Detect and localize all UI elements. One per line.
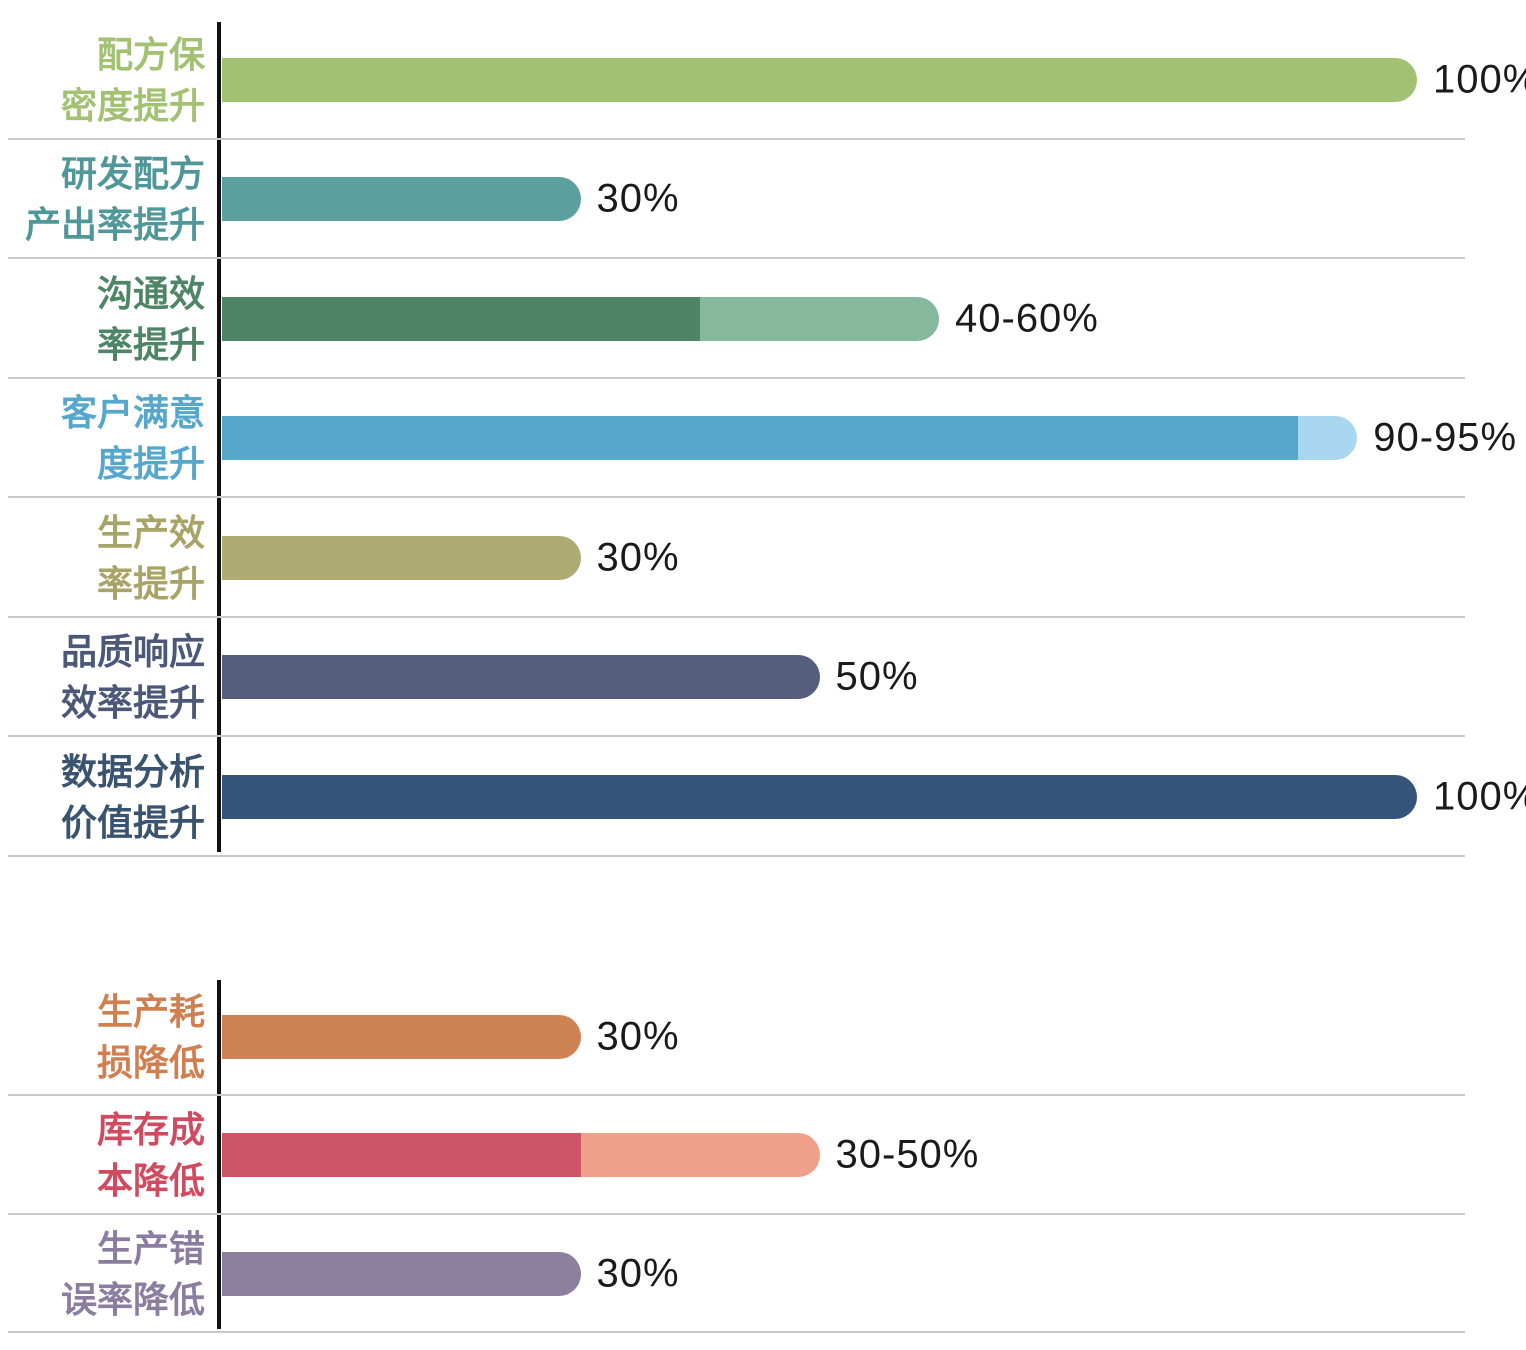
category-label-line: 沟通效 — [96, 272, 205, 314]
category-label-line: 生产错 — [96, 1227, 205, 1269]
bar-row: 生产耗损降低 30% — [0, 978, 1526, 1097]
category-label-line: 产出率提升 — [24, 204, 205, 246]
chart-group-reductions: 生产耗损降低 30% 库存成本降低 30-50% 生产错误率降低 30% — [0, 978, 1526, 1334]
row-separator — [8, 376, 1465, 379]
y-axis-line — [217, 22, 221, 852]
bar-row: 生产错误率降低 30% — [0, 1215, 1526, 1333]
category-label-line: 生产耗 — [96, 991, 205, 1033]
bar-row: 研发配方产出率提升 30% — [0, 140, 1526, 259]
category-label: 生产错误率降低 — [0, 1223, 205, 1325]
bar-main-segment — [222, 1133, 581, 1178]
category-label-line: 数据分析 — [60, 750, 205, 792]
category-label-line: 损降低 — [96, 1042, 205, 1084]
category-label: 品质响应 效率提升 — [0, 626, 205, 728]
category-label-line: 误率降低 — [60, 1278, 205, 1320]
bar-row: 生产效率提升 30% — [0, 498, 1526, 618]
y-axis-line — [217, 980, 221, 1329]
category-label-line: 库存成 — [96, 1109, 205, 1151]
bar-main-segment — [222, 296, 700, 341]
row-separator — [8, 257, 1465, 259]
category-label: 配方保密度提升 — [0, 29, 205, 131]
category-label: 沟通效 率提升 — [0, 268, 205, 370]
bar-range-segment — [222, 296, 939, 341]
category-label-line: 度提升 — [96, 443, 205, 485]
value-label: 90-95% — [1373, 415, 1518, 460]
row-separator — [8, 1094, 1465, 1097]
value-label: 30-50% — [835, 1132, 980, 1177]
category-label-line: 品质响应 — [60, 631, 205, 673]
row-separator — [8, 496, 1465, 498]
category-label-line: 客户满意 — [60, 392, 205, 434]
category-label-line: 价值提升 — [60, 801, 205, 843]
category-label-line: 密度提升 — [60, 84, 205, 126]
row-separator — [8, 735, 1465, 737]
category-label: 生产耗 损降低 — [0, 986, 205, 1088]
row-separator — [8, 137, 1465, 140]
category-label-line: 研发配方 — [60, 153, 205, 195]
category-label-line: 率提升 — [96, 323, 205, 365]
bar-row: 品质响应效率提升 50% — [0, 618, 1526, 737]
row-separator — [8, 854, 1465, 857]
value-label: 30% — [596, 1014, 680, 1059]
category-label: 客户满意度提升 — [0, 387, 205, 489]
bar-main-segment — [222, 416, 1298, 461]
bar-row: 库存成本降低 30-50% — [0, 1096, 1526, 1215]
category-label: 库存成 本降低 — [0, 1104, 205, 1206]
category-label-line: 效率提升 — [60, 682, 205, 724]
category-label-line: 本降低 — [96, 1160, 205, 1202]
bar — [222, 774, 1417, 819]
category-label: 数据分析 价值提升 — [0, 746, 205, 848]
row-separator — [8, 1330, 1465, 1333]
value-label: 30% — [596, 176, 680, 221]
bar — [222, 1251, 581, 1296]
bar — [222, 1015, 581, 1060]
bar — [222, 655, 820, 700]
row-separator — [8, 1212, 1465, 1215]
category-label-line: 率提升 — [96, 562, 205, 604]
bar-row: 客户满意度提升 90-95% — [0, 379, 1526, 498]
value-label: 100% — [1433, 57, 1526, 102]
category-label: 生产效 率提升 — [0, 507, 205, 609]
bar — [222, 57, 1417, 102]
bar-range-segment — [222, 1133, 820, 1178]
row-separator — [8, 615, 1465, 618]
value-label: 30% — [596, 535, 680, 580]
category-label-line: 配方保 — [96, 33, 205, 75]
value-label: 30% — [596, 1251, 680, 1296]
value-label: 100% — [1433, 774, 1526, 819]
value-label: 40-60% — [955, 296, 1099, 341]
bar-row: 沟通效率提升 40-60% — [0, 259, 1526, 379]
bar — [222, 177, 581, 222]
category-label-line: 生产效 — [96, 511, 205, 553]
value-label: 50% — [835, 654, 919, 699]
bar — [222, 535, 581, 580]
category-label: 研发配方产出率提升 — [0, 148, 205, 250]
bar-range-segment — [222, 416, 1358, 461]
